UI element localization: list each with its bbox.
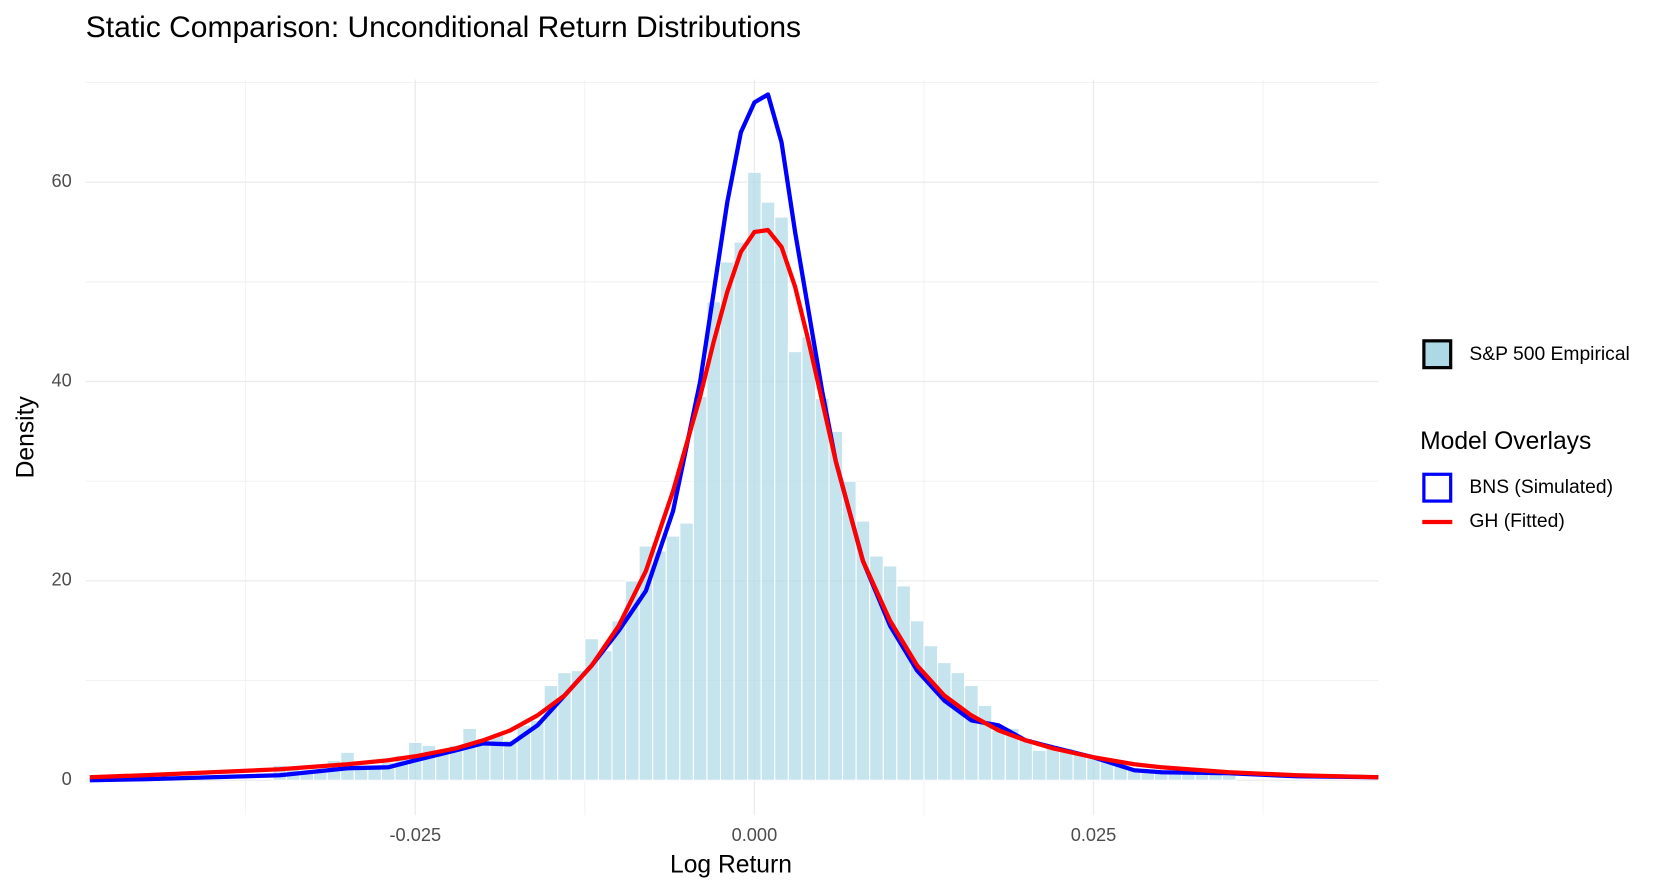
chart-title: Static Comparison: Unconditional Return … <box>86 11 801 44</box>
histogram-bar <box>1031 749 1047 781</box>
histogram-bar <box>1086 757 1101 781</box>
histogram-bar <box>787 351 803 781</box>
histogram-bar <box>909 620 925 781</box>
histogram-bar <box>733 241 749 781</box>
histogram-bar <box>679 522 694 781</box>
histogram-bar <box>923 645 939 781</box>
y-tick-label: 40 <box>52 370 72 390</box>
histogram-bar <box>1018 737 1033 781</box>
x-tick-label: 0.025 <box>1071 825 1117 845</box>
legend-key <box>1422 472 1453 503</box>
histogram-bar <box>652 550 667 781</box>
legend-label: S&P 500 Empirical <box>1469 344 1629 365</box>
histogram-bar <box>665 535 681 781</box>
histogram-bar <box>896 585 911 781</box>
legend-key <box>1422 339 1453 370</box>
histogram <box>272 171 1237 781</box>
histogram-bar <box>706 301 722 781</box>
histogram-bar <box>936 662 952 781</box>
histogram-bar <box>611 620 627 781</box>
legend-label: BNS (Simulated) <box>1469 477 1613 498</box>
density-line <box>89 227 1379 780</box>
histogram-bar <box>774 216 789 781</box>
histogram-bar <box>882 565 898 781</box>
y-axis-title: Density <box>12 396 39 479</box>
y-tick-label: 0 <box>62 769 72 789</box>
legend-title: Model Overlays <box>1420 428 1591 455</box>
lines <box>89 92 1379 783</box>
histogram-bar <box>719 261 735 781</box>
histogram-bar <box>597 650 613 781</box>
histogram-bar <box>991 729 1006 781</box>
y-tick-label: 20 <box>52 570 72 590</box>
y-tick-label: 60 <box>52 171 72 191</box>
histogram-bar <box>462 727 477 781</box>
x-tick-label: 0.000 <box>732 825 778 845</box>
x-axis-title: Log Return <box>670 852 792 879</box>
x-tick-label: -0.025 <box>389 825 441 845</box>
histogram-bar <box>801 336 816 781</box>
histogram-bar <box>977 704 993 781</box>
histogram-bar <box>964 685 979 781</box>
histogram-bar <box>747 171 762 781</box>
histogram-bar <box>692 395 708 781</box>
legend-label: GH (Fitted) <box>1469 511 1564 532</box>
histogram-bar <box>1221 774 1237 781</box>
histogram-bar <box>760 201 776 781</box>
legend: S&P 500 Empirical Model Overlays BNS (Simu… <box>1420 339 1630 532</box>
histogram-bar <box>950 672 966 781</box>
histogram-bar <box>814 397 830 781</box>
